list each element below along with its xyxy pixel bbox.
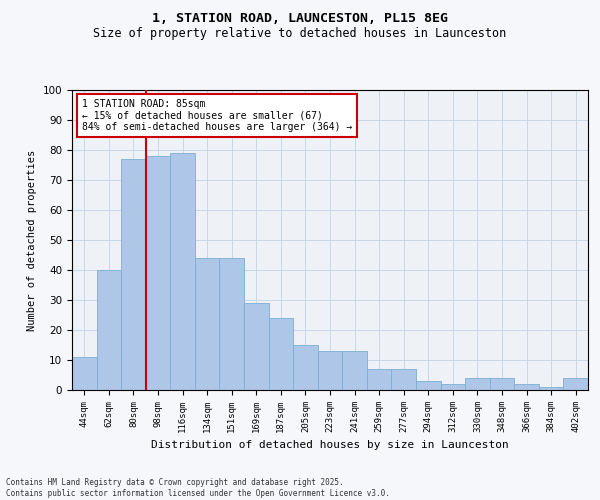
Text: Size of property relative to detached houses in Launceston: Size of property relative to detached ho… [94, 28, 506, 40]
Bar [440, 384, 465, 390]
Bar [367, 369, 391, 390]
Bar [563, 378, 588, 390]
Bar [514, 384, 539, 390]
Y-axis label: Number of detached properties: Number of detached properties [27, 150, 37, 330]
Bar [342, 351, 367, 390]
X-axis label: Distribution of detached houses by size in Launceston: Distribution of detached houses by size … [151, 440, 509, 450]
Text: 1 STATION ROAD: 85sqm
← 15% of detached houses are smaller (67)
84% of semi-deta: 1 STATION ROAD: 85sqm ← 15% of detached … [82, 99, 353, 132]
Bar [391, 369, 416, 390]
Bar [293, 345, 318, 390]
Bar [244, 303, 269, 390]
Bar [269, 318, 293, 390]
Bar [318, 351, 342, 390]
Bar [121, 159, 146, 390]
Bar [465, 378, 490, 390]
Bar [490, 378, 514, 390]
Bar [72, 357, 97, 390]
Bar [146, 156, 170, 390]
Bar [539, 387, 563, 390]
Bar [170, 153, 195, 390]
Bar [195, 258, 220, 390]
Bar [416, 381, 440, 390]
Text: 1, STATION ROAD, LAUNCESTON, PL15 8EG: 1, STATION ROAD, LAUNCESTON, PL15 8EG [152, 12, 448, 26]
Bar [97, 270, 121, 390]
Text: Contains HM Land Registry data © Crown copyright and database right 2025.
Contai: Contains HM Land Registry data © Crown c… [6, 478, 390, 498]
Bar [220, 258, 244, 390]
